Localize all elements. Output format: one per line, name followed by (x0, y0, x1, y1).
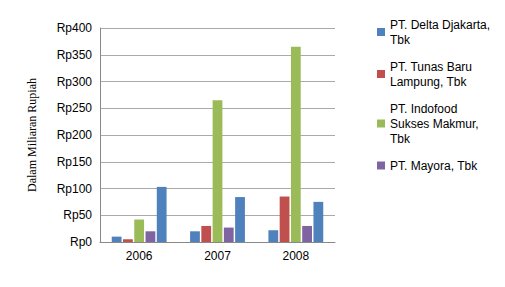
svg-text:PT. Tunas Baru: PT. Tunas Baru (390, 60, 475, 74)
svg-text:Rp400: Rp400 (57, 21, 93, 35)
svg-text:Rp0: Rp0 (70, 235, 92, 249)
svg-text:Rp50: Rp50 (63, 208, 92, 222)
svg-text:Rp200: Rp200 (57, 128, 93, 142)
svg-text:2006: 2006 (126, 249, 153, 263)
svg-text:PT. Mayora, Tbk: PT. Mayora, Tbk (390, 159, 478, 173)
svg-text:Rp350: Rp350 (57, 48, 93, 62)
svg-text:Rp300: Rp300 (57, 75, 93, 89)
svg-text:PT. Indofood: PT. Indofood (390, 102, 461, 116)
svg-text:Rp150: Rp150 (57, 155, 93, 169)
svg-text:2007: 2007 (204, 249, 231, 263)
svg-text:Sukses Makmur,: Sukses Makmur, (390, 117, 482, 131)
svg-text:Tbk: Tbk (390, 132, 411, 146)
svg-text:2008: 2008 (282, 249, 309, 263)
svg-text:Tbk: Tbk (390, 33, 411, 47)
svg-text:Rp100: Rp100 (57, 182, 93, 196)
svg-text:PT. Delta Djakarta,: PT. Delta Djakarta, (390, 18, 493, 32)
svg-text:Dalam Miliaran Rupiah: Dalam Miliaran Rupiah (25, 78, 39, 192)
svg-text:Lampung, Tbk: Lampung, Tbk (390, 75, 467, 89)
svg-text:Rp250: Rp250 (57, 101, 93, 115)
